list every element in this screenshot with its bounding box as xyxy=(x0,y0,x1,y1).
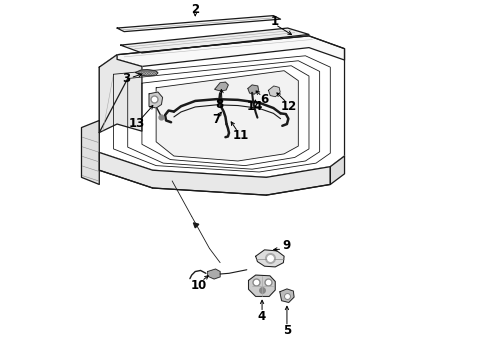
Polygon shape xyxy=(149,92,163,108)
Polygon shape xyxy=(269,86,280,96)
Polygon shape xyxy=(99,55,142,132)
Polygon shape xyxy=(99,152,330,195)
Polygon shape xyxy=(215,82,228,91)
Text: 4: 4 xyxy=(258,310,266,323)
Polygon shape xyxy=(194,223,199,228)
Polygon shape xyxy=(136,69,158,76)
Polygon shape xyxy=(248,85,259,94)
Text: 11: 11 xyxy=(233,129,249,142)
Text: 13: 13 xyxy=(129,117,145,130)
Text: 1: 1 xyxy=(271,15,279,28)
Polygon shape xyxy=(99,36,344,177)
Text: 12: 12 xyxy=(281,100,297,113)
Polygon shape xyxy=(330,156,344,184)
Polygon shape xyxy=(248,275,275,296)
Text: 9: 9 xyxy=(283,239,291,252)
Polygon shape xyxy=(121,28,309,53)
Polygon shape xyxy=(208,269,220,279)
Text: 14: 14 xyxy=(247,100,263,113)
Text: 7: 7 xyxy=(212,113,220,126)
Text: 6: 6 xyxy=(260,93,269,106)
Polygon shape xyxy=(117,36,344,67)
Text: 8: 8 xyxy=(215,98,223,111)
Polygon shape xyxy=(81,121,99,184)
Polygon shape xyxy=(256,250,284,267)
Polygon shape xyxy=(280,289,294,302)
Text: 3: 3 xyxy=(122,72,130,85)
Polygon shape xyxy=(117,15,281,32)
Text: 5: 5 xyxy=(283,324,291,337)
Text: 2: 2 xyxy=(191,3,199,16)
Polygon shape xyxy=(156,71,298,161)
Text: 10: 10 xyxy=(191,279,207,292)
